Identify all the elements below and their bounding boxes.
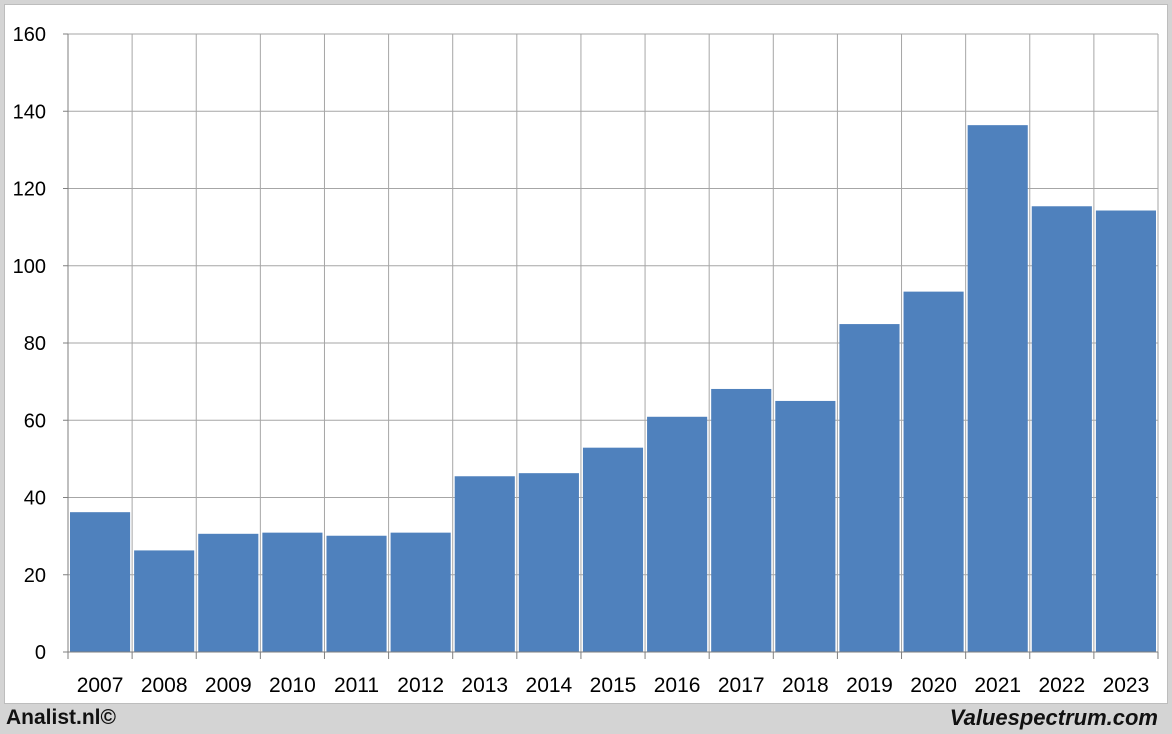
- bar-2016: [647, 416, 708, 652]
- bar-2012: [390, 532, 451, 652]
- bar-2023: [1095, 210, 1156, 653]
- x-tick-label: 2007: [77, 674, 124, 697]
- x-tick-label: 2020: [910, 674, 957, 697]
- bar-2009: [198, 533, 259, 652]
- y-tick-label: 60: [24, 410, 46, 432]
- y-tick-label: 0: [35, 642, 46, 664]
- bar-2008: [134, 550, 195, 652]
- x-tick-label: 2015: [590, 674, 637, 697]
- footer-source-label: Analist.nl©: [6, 706, 116, 729]
- bar-2010: [262, 532, 323, 652]
- y-tick-label: 40: [24, 488, 46, 510]
- y-tick-label: 80: [24, 333, 46, 355]
- y-tick-label: 140: [13, 101, 46, 123]
- x-tick-label: 2023: [1103, 674, 1150, 697]
- x-tick-label: 2018: [782, 674, 829, 697]
- bar-2022: [1031, 206, 1092, 652]
- x-tick-label: 2014: [526, 674, 573, 697]
- bar-chart: 0 20 40 60 80 100 120 140 160 2007 2008 2009 2010 201…: [13, 24, 1159, 697]
- x-tick-label: 2013: [461, 674, 508, 697]
- y-tick-label: 20: [24, 565, 46, 587]
- bar-2015: [582, 447, 644, 652]
- x-tick-label: 2022: [1038, 674, 1085, 697]
- y-tick-label: 100: [13, 256, 46, 278]
- x-tick-label: 2012: [397, 674, 444, 697]
- bar-2019: [839, 324, 900, 652]
- bar-2011: [326, 535, 387, 652]
- bar-2017: [711, 388, 772, 652]
- bar-2014: [518, 473, 579, 652]
- x-tick-label: 2017: [718, 674, 765, 697]
- y-tick-label: 160: [13, 24, 46, 46]
- y-tick-label: 120: [13, 179, 46, 201]
- bar-2018: [775, 400, 836, 652]
- bar-2007: [70, 512, 131, 652]
- x-tick-label: 2016: [654, 674, 701, 697]
- x-tick-label: 2021: [974, 674, 1021, 697]
- bar-2021: [967, 125, 1028, 652]
- bar-2013: [454, 476, 515, 652]
- x-tick-label: 2019: [846, 674, 893, 697]
- x-tick-label: 2010: [269, 674, 316, 697]
- x-tick-label: 2009: [205, 674, 252, 697]
- x-tick-label: 2008: [141, 674, 188, 697]
- footer-brand-label: Valuespectrum.com: [949, 705, 1158, 730]
- bar-2020: [903, 291, 964, 652]
- x-tick-label: 2011: [334, 674, 379, 697]
